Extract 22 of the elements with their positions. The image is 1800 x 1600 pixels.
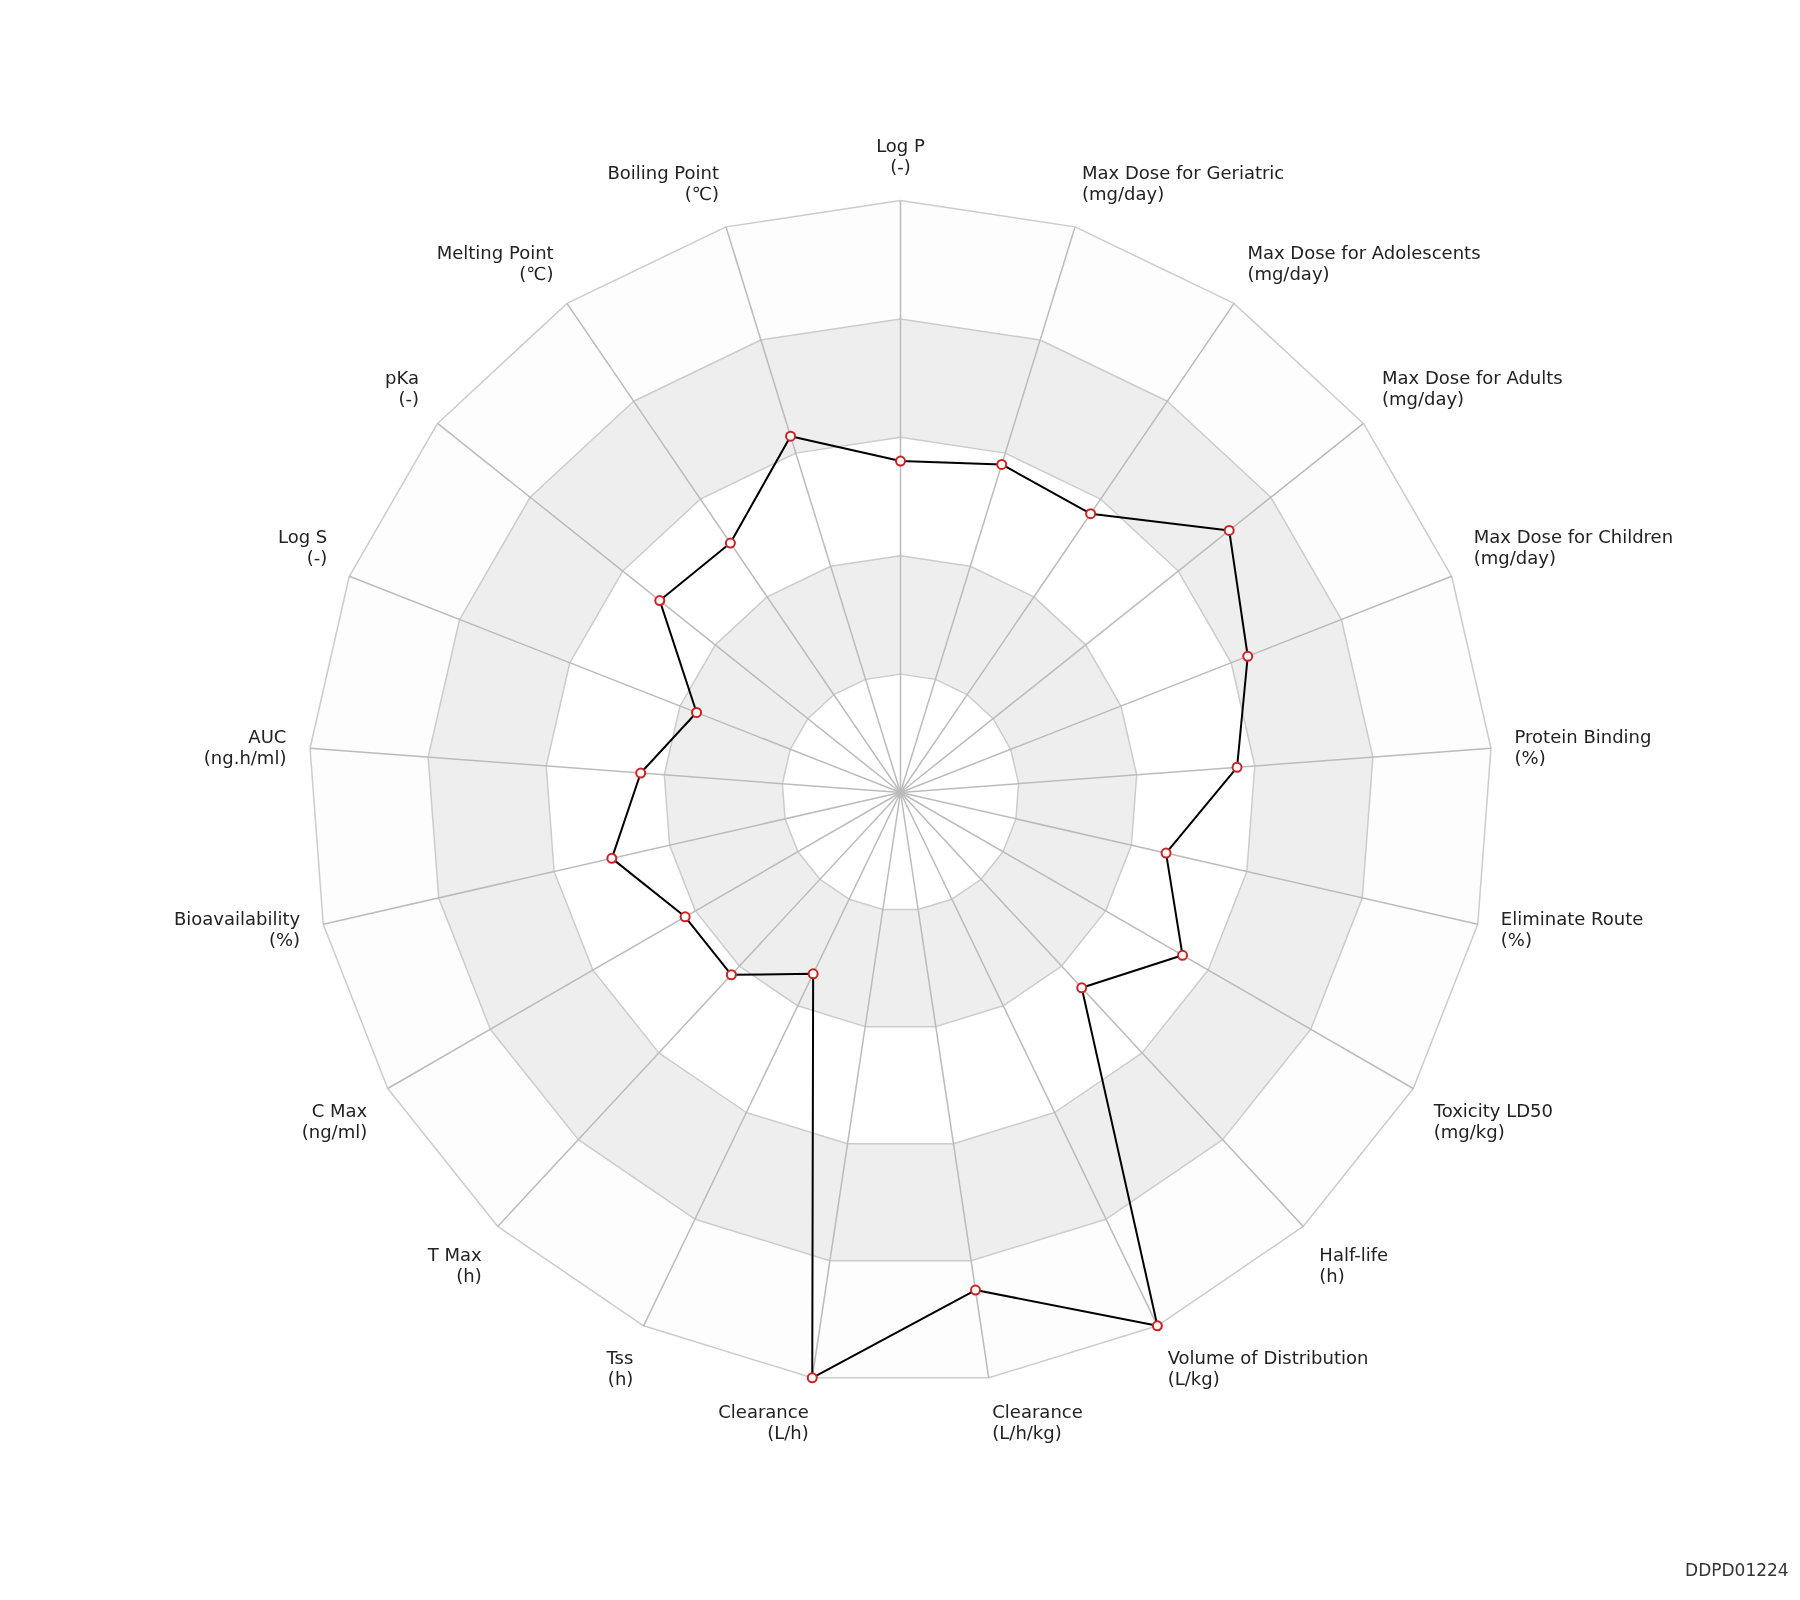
spoke-label: Log S (-) [277, 525, 328, 568]
spoke-label: Boiling Point (℃) [607, 162, 720, 205]
spoke-label: Max Dose for Adults (mg/day) [1381, 366, 1563, 409]
spoke-label: Tss (h) [605, 1347, 634, 1390]
spoke-label: Clearance (L/h/kg) [992, 1401, 1083, 1444]
spoke-label: Log P (-) [876, 134, 926, 177]
spoke-label: Volume of Distribution (L/kg) [1167, 1347, 1369, 1390]
spoke-label: C Max (ng/ml) [301, 1100, 368, 1143]
spoke-label: Max Dose for Adolescents (mg/day) [1247, 241, 1481, 284]
spoke-label: Half-life (h) [1319, 1243, 1389, 1286]
spoke-label: Melting Point (℃) [436, 241, 554, 284]
spoke-label: Bioavailability (%) [173, 908, 301, 951]
spoke-label: T Max (h) [426, 1243, 482, 1286]
spoke-label: Max Dose for Children (mg/day) [1473, 525, 1674, 568]
spoke-label: Clearance (L/h) [718, 1401, 809, 1444]
spoke-label: Eliminate Route (%) [1500, 908, 1644, 951]
spoke-label: Protein Binding (%) [1514, 725, 1652, 768]
spoke-label: Toxicity LD50 (mg/kg) [1432, 1100, 1553, 1143]
text: DDPD01224 [1685, 1559, 1789, 1580]
spoke-label: AUC (ng.h/ml) [203, 725, 287, 768]
spoke-label: Max Dose for Geriatric (mg/day) [1082, 162, 1285, 205]
spoke-label: pKa (-) [385, 366, 420, 409]
